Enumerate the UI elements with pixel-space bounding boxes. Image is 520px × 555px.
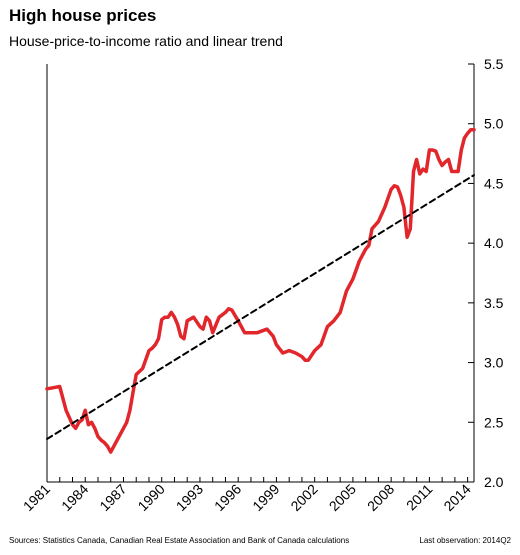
y-tick-label: 3.0 (484, 355, 504, 371)
y-tick-label: 5.0 (484, 116, 504, 132)
y-tick-label: 4.5 (484, 175, 504, 191)
y-tick-label: 2.0 (484, 474, 504, 490)
y-tick-label: 2.5 (484, 414, 504, 430)
y-tick-label: 5.5 (484, 56, 504, 72)
x-tick-label: 1996 (211, 481, 244, 514)
trend-line (46, 174, 475, 440)
chart-subtitle: House-price-to-income ratio and linear t… (9, 33, 283, 49)
x-tick-label: 1987 (96, 481, 129, 514)
x-tick-label: 1984 (58, 481, 91, 514)
x-tick-label: 1993 (173, 481, 206, 514)
axes (46, 64, 475, 483)
last-observation-note: Last observation: 2014Q2 (419, 536, 511, 545)
x-tick-label: 2005 (326, 481, 359, 514)
x-tick-label: 2008 (364, 481, 397, 514)
x-tick-label: 2011 (403, 481, 436, 514)
x-tick-label: 1999 (249, 481, 282, 514)
x-tick-label: 1981 (20, 481, 53, 514)
x-tick-label: 1990 (134, 481, 167, 514)
sources-note: Sources: Statistics Canada, Canadian Rea… (9, 536, 350, 545)
y-tick-label: 3.5 (484, 295, 504, 311)
chart-title: High house prices (9, 6, 157, 25)
x-tick-label: 2014 (440, 481, 473, 514)
y-tick-label: 4.0 (484, 235, 504, 251)
series-layer (45, 127, 476, 454)
ticks: 2.0 2.5 3.0 3.5 4.0 4.5 5.0 5.5 1981 1984 1987 1990… (20, 56, 504, 514)
ratio-line (45, 127, 476, 454)
x-tick-label: 2002 (287, 481, 320, 514)
